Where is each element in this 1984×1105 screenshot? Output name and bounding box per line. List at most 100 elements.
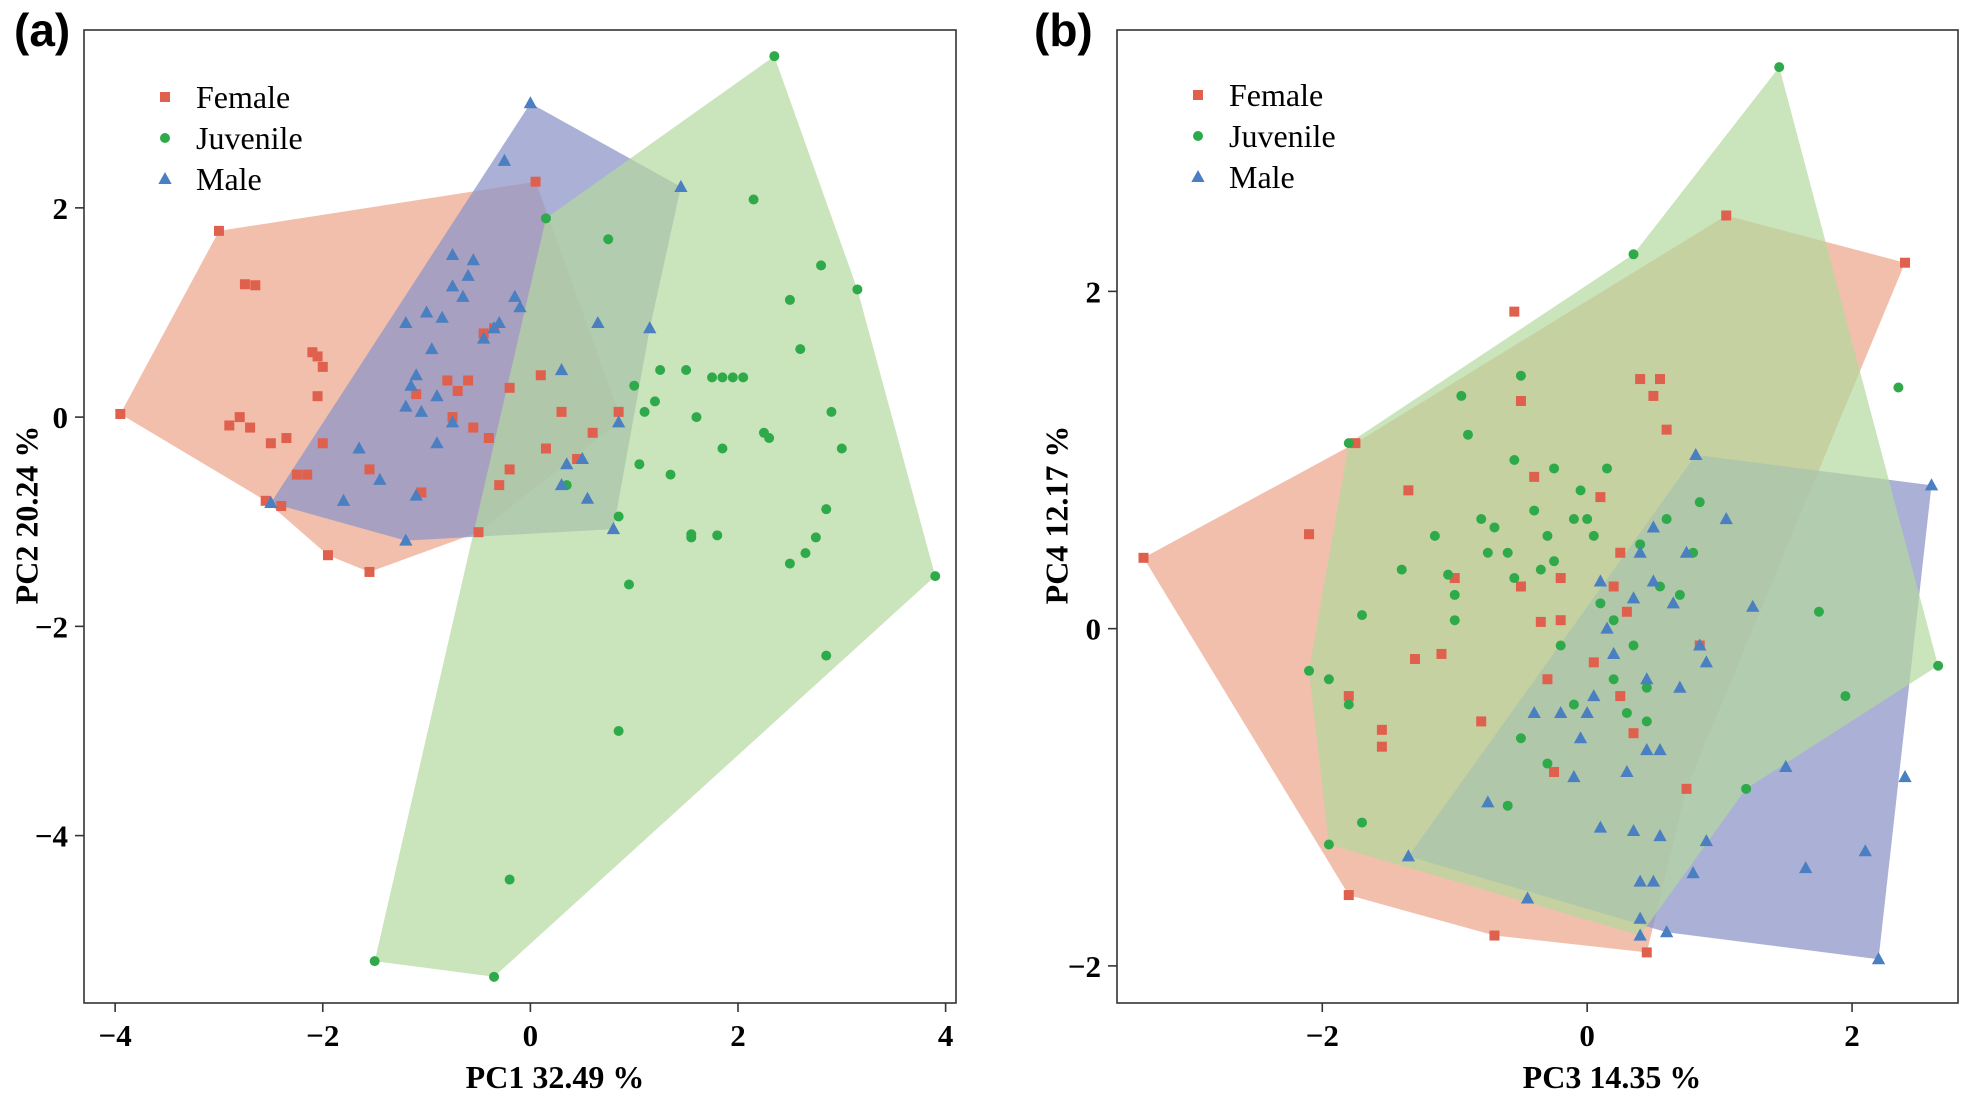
panel-a-male-point xyxy=(430,436,444,449)
panel-b-legend-male-label: Male xyxy=(1229,159,1295,195)
panel-b-male-point xyxy=(1693,638,1707,651)
panel-a-y-tick-label: −2 xyxy=(35,609,68,644)
panel-b-female-point xyxy=(1549,766,1560,777)
panel-b-male-point xyxy=(1689,447,1703,460)
panel-b-female-point xyxy=(1608,581,1619,592)
panel-b-juvenile-point xyxy=(1628,249,1639,260)
panel-a-female-point xyxy=(468,422,479,433)
panel-a-male-point xyxy=(466,253,480,266)
panel-a-female-point xyxy=(494,480,505,491)
panel-a-female-point xyxy=(473,527,484,538)
panel-a-male-point xyxy=(508,289,522,302)
panel-a-juvenile-point xyxy=(717,443,728,454)
panel-a-juvenile-point xyxy=(836,443,847,454)
panel-a-female-point xyxy=(260,495,271,506)
panel-b-male-point xyxy=(1646,574,1661,587)
panel-b-male-point xyxy=(1858,844,1872,857)
panel-b-female-point xyxy=(1535,616,1546,627)
panel-b-juvenile-point xyxy=(1555,640,1566,651)
panel-b-y-tick-label: 0 xyxy=(1086,612,1102,647)
panel-a-legend-male-marker xyxy=(158,172,172,185)
panel-b-female-point xyxy=(1661,424,1672,435)
panel-b-female-point xyxy=(1529,471,1540,482)
panel-b-female-point xyxy=(1436,648,1447,659)
panel-b-male-point xyxy=(1799,861,1813,874)
panel-b-female-point xyxy=(1304,529,1315,540)
panel-b-juvenile-point xyxy=(1813,606,1824,617)
panel-b-male-point xyxy=(1401,849,1416,862)
panel-b-male-point xyxy=(1620,764,1634,778)
panel-b-male-point xyxy=(1626,591,1641,604)
panel-a-juvenile-point xyxy=(634,459,645,470)
panel-a-female-point xyxy=(411,389,422,400)
panel-b-juvenile-point xyxy=(1443,569,1454,580)
panel-b-female-point xyxy=(1681,783,1692,794)
panel-b-male-point xyxy=(1593,574,1608,587)
panel-a-female-point xyxy=(302,469,313,480)
panel-a-male-point xyxy=(419,305,434,318)
panel-a-juvenile-point xyxy=(784,558,795,569)
panel-b-juvenile-point xyxy=(1323,674,1334,685)
panel-a-juvenile-point xyxy=(369,956,380,967)
panel-b-juvenile-point xyxy=(1582,514,1593,525)
panel-b-juvenile-point xyxy=(1429,530,1440,541)
panel-a-juvenile-point xyxy=(852,284,863,295)
panel-b-male-point xyxy=(1719,512,1733,525)
panel-b-juvenile-point xyxy=(1774,62,1785,73)
panel-b-juvenile-hull xyxy=(1309,67,1939,936)
panel-a-y-tick-label: 2 xyxy=(53,191,69,226)
panel-a-juvenile-point xyxy=(681,365,692,376)
panel-b-juvenile-point xyxy=(1357,817,1368,828)
panel-b-female-point xyxy=(1138,552,1149,563)
panel-b-male-point xyxy=(1653,743,1667,756)
panel-b-juvenile-point xyxy=(1549,463,1560,474)
panel-b-male-point xyxy=(1607,646,1621,659)
panel-b-juvenile-point xyxy=(1608,615,1619,626)
panel-b-x-axis-label: PC3 14.35 % xyxy=(1523,1059,1702,1095)
panel-b-male-point xyxy=(1600,621,1614,634)
panel-a-male-point xyxy=(352,441,366,454)
panel-a-female-point xyxy=(613,406,624,417)
panel-a-male-point xyxy=(373,472,387,485)
panel-b-legend-female-marker xyxy=(1193,90,1203,100)
panel-b-female-point xyxy=(1648,390,1659,401)
panel-b-male-point xyxy=(1573,731,1588,744)
panel-b-hulls xyxy=(1143,67,1939,960)
panel-a-juvenile-point xyxy=(691,412,702,423)
panel-a-male-point xyxy=(445,247,460,260)
panel-a-female-point xyxy=(463,375,474,386)
panel-a-female-point xyxy=(250,280,261,291)
panel-b-legend: Female Juvenile Male xyxy=(1191,77,1336,195)
panel-a-female-point xyxy=(556,406,567,417)
panel-b-juvenile-point xyxy=(1449,615,1460,626)
panel-b-juvenile-point xyxy=(1661,514,1672,525)
panel-a-male-point xyxy=(399,399,413,412)
panel-a-female-point xyxy=(587,427,598,438)
panel-a-legend-female-marker xyxy=(160,92,170,102)
panel-a-male-point xyxy=(487,321,501,334)
panel-a-male-point xyxy=(513,300,527,313)
panel-b-female-point xyxy=(1588,657,1599,668)
panel-b-juvenile-point xyxy=(1509,455,1520,466)
panel-a-juvenile-point xyxy=(639,406,650,417)
panel-b-juvenile-point xyxy=(1621,707,1632,718)
panel-a-juvenile-point xyxy=(613,511,624,522)
panel-b-juvenile-point xyxy=(1641,682,1652,693)
panel-a-juvenile-point xyxy=(489,971,500,982)
panel-b-juvenile-point xyxy=(1741,783,1752,794)
panel-b-female-point xyxy=(1655,374,1666,385)
panel-a-x-tick-label: 4 xyxy=(938,1018,954,1053)
panel-b-juvenile-point xyxy=(1933,660,1944,671)
panel-b-male-point xyxy=(1593,820,1608,833)
panel-b-juvenile-point xyxy=(1509,573,1520,584)
panel-a-juvenile-point xyxy=(821,650,832,661)
panel-b-male-point xyxy=(1653,829,1667,842)
panel-a-x-tick-label: −2 xyxy=(306,1018,339,1053)
panel-a-male-point xyxy=(445,279,460,292)
panel-a-juvenile-point xyxy=(826,406,837,417)
panel-a-juvenile-point xyxy=(769,51,780,62)
panel-b-juvenile-point xyxy=(1535,564,1546,575)
panel-b-juvenile-point xyxy=(1608,674,1619,685)
panel-a-juvenile-point xyxy=(712,530,723,541)
panel-a-x-tick-label: 0 xyxy=(523,1018,539,1053)
